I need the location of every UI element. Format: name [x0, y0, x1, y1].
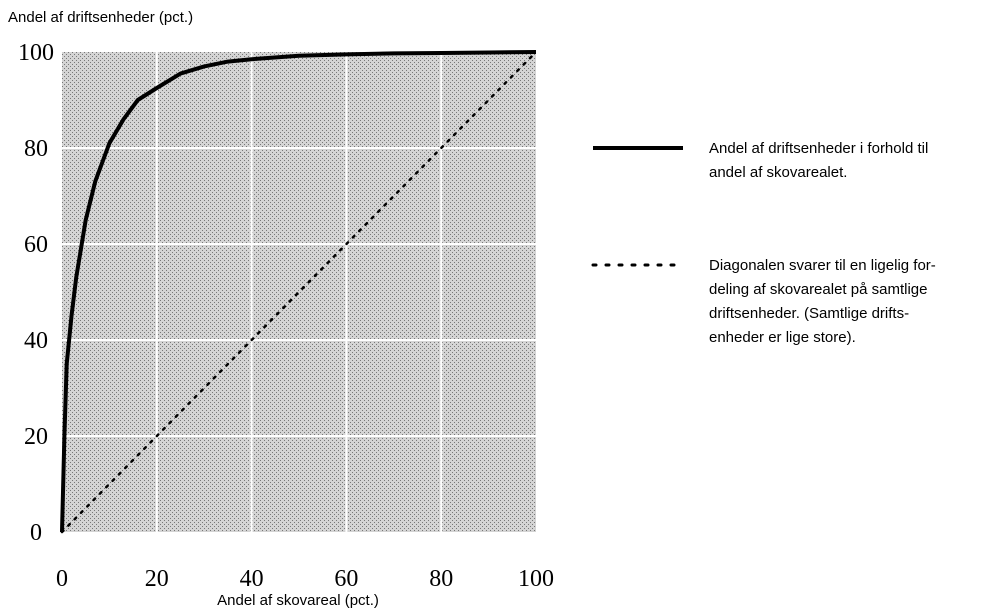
y-axis-title: Andel af driftsenheder (pct.)	[8, 9, 193, 26]
legend-text-line: enheder er lige store).	[709, 329, 856, 346]
y-tick-label: 40	[24, 328, 48, 354]
x-tick-label: 80	[429, 566, 453, 592]
y-tick-label: 0	[30, 520, 42, 546]
legend-text-line: driftsenheder. (Samtlige drifts-	[709, 305, 909, 322]
legend-text-line: Andel af driftsenheder i forhold til	[709, 140, 928, 157]
y-tick-label: 20	[24, 424, 48, 450]
x-tick-label: 0	[56, 566, 68, 592]
x-tick-label: 40	[240, 566, 264, 592]
legend-text-line: Diagonalen svarer til en ligelig for-	[709, 257, 936, 274]
y-tick-label: 80	[24, 136, 48, 162]
x-axis-title: Andel af skovareal (pct.)	[217, 592, 379, 609]
y-tick-label: 100	[18, 40, 54, 66]
legend-text-line: andel af skovarealet.	[709, 164, 847, 181]
y-axis-ticks: 0 20 40 60 80 100	[18, 40, 54, 546]
legend-text-line: deling af skovarealet på samtlige	[709, 281, 927, 298]
y-tick-label: 60	[24, 232, 48, 258]
x-tick-label: 100	[518, 566, 554, 592]
x-axis-ticks: 0 20 40 60 80 100	[56, 566, 554, 592]
plot-area	[62, 52, 536, 532]
series-group	[60, 50, 538, 534]
x-tick-label: 60	[334, 566, 358, 592]
series-line-cumulative	[60, 50, 537, 533]
grid	[62, 52, 536, 532]
x-tick-label: 20	[145, 566, 169, 592]
legend: Andel af driftsenheder i forhold til ande…	[591, 140, 936, 346]
